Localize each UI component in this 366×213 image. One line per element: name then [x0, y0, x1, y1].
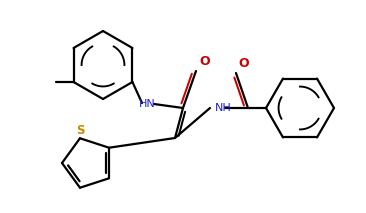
Text: O: O — [238, 57, 249, 70]
Text: HN: HN — [139, 99, 156, 109]
Text: O: O — [199, 55, 210, 68]
Text: S: S — [76, 124, 84, 137]
Text: NH: NH — [215, 103, 232, 113]
